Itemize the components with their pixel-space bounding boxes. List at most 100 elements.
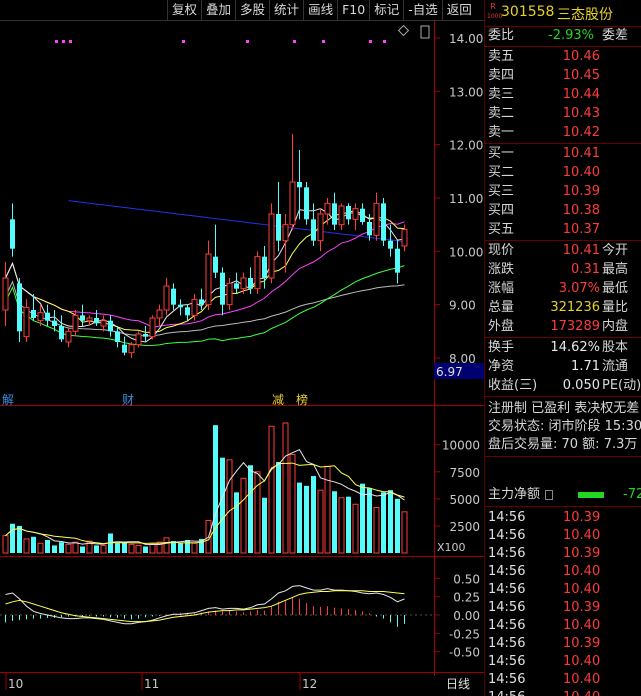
price-tick-label: 13.00	[449, 85, 483, 99]
toolbar-button[interactable]: 统计	[269, 0, 303, 20]
quote-stat-row: 净资 1.71 流通	[488, 359, 629, 374]
low-marker-label: 6.97	[436, 365, 463, 379]
ask-row[interactable]: 卖一 10.42	[488, 125, 600, 140]
candle-body	[395, 248, 400, 273]
volume-bar	[23, 538, 30, 554]
quote-stat-row: 涨跌 0.31 最高	[488, 262, 629, 277]
tick-row: 14:56 10.39	[488, 600, 601, 615]
volume-bar	[352, 503, 359, 554]
toolbar-button[interactable]: 叠加	[201, 0, 235, 20]
candle-body	[289, 181, 296, 226]
ask-row[interactable]: 卖五 10.46	[488, 49, 600, 64]
quote-stat-row: 涨幅 3.07% 最低	[488, 281, 629, 296]
macd-tick-label: 0.25	[453, 591, 480, 605]
candle-body	[45, 312, 50, 321]
candle-body	[205, 253, 212, 306]
volume-bar	[108, 533, 113, 553]
candle-body	[10, 219, 15, 249]
volume-bar	[100, 544, 107, 554]
ma-long-line	[68, 200, 405, 243]
volume-bar	[262, 497, 267, 553]
rights-badge: R 1000	[487, 2, 503, 20]
candle-body	[191, 298, 198, 316]
candle-body	[226, 282, 233, 306]
volume-bar	[143, 546, 148, 553]
volume-bar	[373, 507, 380, 554]
candle-body	[213, 256, 218, 273]
macd-tick-label: -0.50	[449, 646, 480, 660]
bid-row[interactable]: 买五 10.37	[488, 222, 600, 237]
x-label: 12	[302, 677, 317, 691]
candle-body	[332, 203, 337, 225]
price-tick-label: 11.00	[449, 192, 483, 206]
bid-row[interactable]: 买二 10.40	[488, 165, 600, 180]
after-hours: 盘后交易量: 70 额: 7.3万	[488, 437, 638, 452]
candle-body	[149, 317, 156, 338]
volume-bar	[220, 457, 225, 553]
volume-bar	[311, 476, 316, 553]
toolbar-button[interactable]: 复权	[167, 0, 201, 20]
bid-row[interactable]: 买三 10.39	[488, 184, 600, 199]
bid-row[interactable]: 买四 10.38	[488, 203, 600, 218]
candle-body	[122, 344, 127, 353]
toolbar-button[interactable]: -自选	[403, 0, 442, 20]
ma20-line	[5, 221, 405, 328]
quote-stat-row: 换手 14.62% 股本	[488, 340, 629, 355]
candle-body	[31, 310, 36, 318]
low-marker-bg	[434, 363, 484, 379]
candle-body	[324, 202, 331, 215]
diamond-icon	[397, 24, 410, 37]
stock-name[interactable]: 三态股份	[557, 7, 613, 23]
volume-bar	[317, 489, 324, 554]
candle-body	[171, 288, 176, 305]
volume-bar	[248, 465, 253, 553]
candle-body	[248, 278, 253, 289]
period-label: 日线	[446, 677, 470, 691]
kline-chart[interactable]: 14.00 13.00 12.00 11.00 10.00 9.00 8.006.97 解 财 减…	[0, 0, 484, 696]
candle-body	[72, 314, 79, 332]
volume-bar	[94, 545, 99, 553]
volume-bar	[185, 540, 190, 553]
ask-row[interactable]: 卖二 10.43	[488, 106, 600, 121]
ask-row[interactable]: 卖三 10.44	[488, 87, 600, 102]
x-label: 10	[8, 677, 23, 691]
volume-bar	[367, 488, 372, 553]
candle-body	[100, 320, 107, 327]
candle-body	[135, 333, 142, 346]
candle-body	[178, 304, 183, 308]
weibi-value: -2.93%	[548, 28, 594, 43]
volume-bar	[135, 544, 142, 554]
candle-body	[346, 206, 351, 220]
volume-bar	[37, 542, 44, 554]
volume-bar	[149, 543, 156, 554]
volume-bar	[338, 497, 345, 554]
volume-bar	[401, 511, 408, 554]
candle-body	[37, 312, 44, 322]
stock-code[interactable]: 301558	[501, 4, 555, 20]
flow-menu-icon[interactable]	[545, 490, 553, 500]
candle-body	[262, 256, 267, 278]
volume-bar	[268, 425, 275, 554]
price-tick-label: 14.00	[449, 32, 483, 46]
toolbar-button[interactable]: F10	[337, 0, 369, 20]
toolbar-button[interactable]: 多股	[235, 0, 269, 20]
ask-row[interactable]: 卖四 10.45	[488, 68, 600, 83]
volume-bar	[213, 425, 218, 553]
volume-bar	[254, 471, 261, 554]
candle-body	[311, 219, 316, 241]
candle-body	[360, 208, 365, 222]
bid-row[interactable]: 买一 10.41	[488, 146, 600, 161]
toolbar-button[interactable]: 标记	[369, 0, 403, 20]
toolbar-button[interactable]: 画线	[303, 0, 337, 20]
toolbar-button[interactable]: 返回	[441, 0, 476, 20]
ma60-line	[5, 280, 405, 337]
volume-ma10	[5, 462, 405, 545]
candle-body	[381, 203, 386, 241]
main-flow[interactable]: 主力净额 -72	[488, 487, 641, 502]
macd-dea-line	[5, 590, 405, 623]
volume-bar	[395, 498, 400, 553]
x-label: 11	[144, 677, 159, 691]
